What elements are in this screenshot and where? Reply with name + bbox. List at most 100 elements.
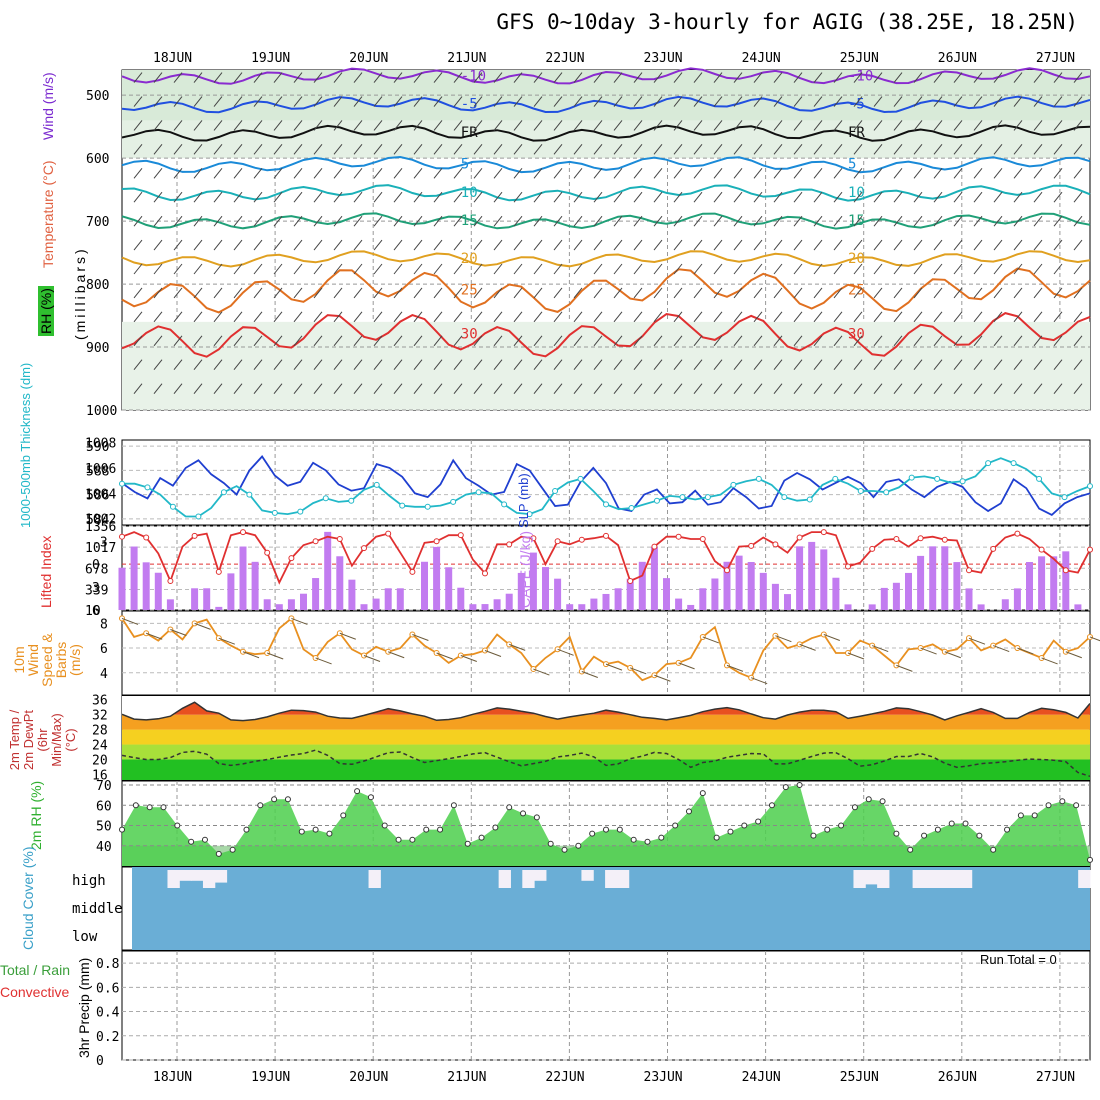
wind-barb <box>1033 144 1043 155</box>
cape-tick: 339 <box>85 583 108 598</box>
wind-barb <box>213 215 223 227</box>
wind-barb <box>173 383 183 394</box>
lifted-index-point <box>941 536 948 543</box>
wind-barb <box>533 215 543 227</box>
chart-title: GFS 0~10day 3-hourly for AGIG (38.25E, 1… <box>496 10 1078 34</box>
rh2m-point <box>367 794 374 801</box>
wind-barb <box>293 335 303 347</box>
wind-barb <box>373 191 383 203</box>
wind-barb <box>253 383 263 394</box>
wind-barb <box>333 167 343 179</box>
cape-bar <box>747 562 755 610</box>
day-label-bottom: 19JUN <box>251 1070 290 1085</box>
wind-barb <box>973 120 983 131</box>
wind-barb <box>173 144 183 155</box>
cape-bar <box>203 588 211 610</box>
precip-tick: 0.2 <box>96 1030 119 1045</box>
cape-bar <box>493 599 501 610</box>
wind-barb <box>353 383 363 394</box>
wind-barb <box>753 335 763 347</box>
wind-barb <box>993 335 1003 347</box>
wind-barb <box>793 120 803 131</box>
wind-barb <box>333 335 343 347</box>
wind-barb <box>913 335 923 347</box>
cape-bar <box>711 578 719 610</box>
lifted-index-point <box>772 541 779 548</box>
wind-barb <box>753 167 763 179</box>
wind-barb <box>473 96 483 107</box>
wind-barb <box>433 239 443 251</box>
wind10m-barb <box>170 629 187 636</box>
wind-barb <box>973 96 983 107</box>
cloud-high-segment <box>498 870 511 888</box>
wind-barb <box>813 383 823 394</box>
cape-tick: 10 <box>85 604 101 619</box>
wind-barb <box>633 191 643 203</box>
wind-barb <box>273 359 283 371</box>
rh2m-point <box>1045 802 1052 809</box>
wind-barb <box>293 144 303 155</box>
rh2m-tick: 70 <box>96 779 112 794</box>
cape-bar <box>699 588 707 610</box>
wind-barb <box>333 215 343 227</box>
wind-barb <box>933 239 943 251</box>
wind-barb <box>993 120 1003 131</box>
wind-barb <box>393 120 403 131</box>
wind-barb <box>733 167 743 179</box>
cape-bar <box>808 541 816 610</box>
wind-barb <box>673 359 683 371</box>
wind-barb <box>633 144 643 155</box>
cloud-high-segment <box>534 870 547 881</box>
wind-barb <box>133 167 143 179</box>
wind-barb <box>693 167 703 179</box>
rh2m-point <box>520 810 527 817</box>
cape-bar <box>675 598 683 610</box>
wind-barb <box>353 359 363 371</box>
wind-barb <box>493 72 503 83</box>
li-tick: -3 <box>92 535 108 550</box>
wind-barb <box>453 120 463 131</box>
wind-barb <box>613 287 623 299</box>
wind-barb <box>773 383 783 394</box>
temp2m-tick: 20 <box>92 753 108 768</box>
rh2m-point <box>146 804 153 811</box>
wind-barb <box>153 167 163 179</box>
wind-barb <box>853 287 863 299</box>
wind-barb <box>573 167 583 179</box>
wind-barb <box>633 335 643 347</box>
rh2m-point <box>948 820 955 827</box>
wind-barb <box>853 335 863 347</box>
thickness-point <box>475 489 482 496</box>
cape-bar <box>312 578 320 610</box>
wind-barb <box>893 311 903 323</box>
wind10m-barb <box>363 655 381 662</box>
wind-barb <box>1033 215 1043 227</box>
wind-barb <box>473 383 483 394</box>
wind10m-barb <box>339 632 356 640</box>
wind-barb <box>153 383 163 394</box>
wind-barb <box>593 215 603 227</box>
wind-barb <box>433 383 443 394</box>
rh2m-point <box>603 826 609 833</box>
wind-barb <box>893 239 903 251</box>
day-label-top: 23JUN <box>644 51 683 66</box>
rh2m-point <box>464 840 471 847</box>
lifted-index-axis-label: Lifted Index <box>38 535 54 608</box>
wind-barb <box>533 383 543 394</box>
wind-barb <box>133 215 143 227</box>
wind-barb <box>953 120 963 131</box>
wind-barb <box>933 383 943 394</box>
wind-barb <box>553 263 563 275</box>
temp2m-line <box>121 701 1091 722</box>
wind-barb <box>413 263 423 275</box>
temp-band <box>122 744 1090 760</box>
wind-barb <box>433 263 443 275</box>
wind-barb <box>513 167 523 179</box>
rh-axis-label: RH (%) <box>38 286 54 336</box>
cape-bar <box>517 572 525 610</box>
rh2m-point <box>437 826 444 833</box>
wind-barb <box>713 72 723 83</box>
wind-barb <box>393 167 403 179</box>
wind-barb <box>393 239 403 251</box>
wind-barb <box>433 359 443 371</box>
